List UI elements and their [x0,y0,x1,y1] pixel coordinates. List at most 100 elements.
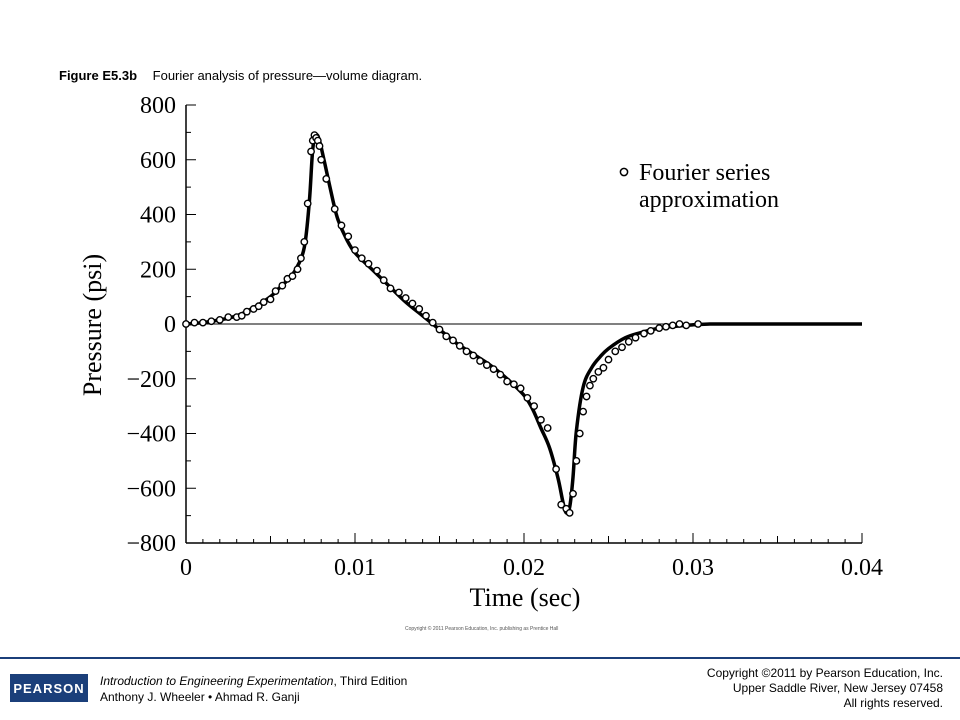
fourier-point [288,272,297,280]
fourier-point [455,341,464,350]
x-tick-label: 0 [180,555,192,581]
fourier-point [599,363,608,372]
book-authors: Anthony J. Wheeler • Ahmad R. Ganji [100,690,300,704]
fourier-point [675,320,684,328]
fourier-point [552,465,561,473]
fourier-point [523,394,532,402]
fourier-point [530,402,539,411]
fourier-point [442,332,451,341]
fourier-point [503,377,511,386]
y-tick-label: −800 [126,531,176,557]
fourier-point [489,365,498,374]
fourier-point [386,284,395,293]
fourier-point [537,415,545,424]
fourier-point [297,254,305,263]
pearson-logo: PEARSON [10,674,88,702]
fourier-point [586,381,594,390]
fourier-point [557,500,566,509]
footer-divider [0,657,960,659]
fourier-point [317,155,326,164]
fourier-point [462,347,471,356]
copyright-line-2: Upper Saddle River, New Jersey 07458 [732,681,943,695]
book-title: Introduction to Engineering Experimentat… [100,674,334,688]
fourier-point [476,357,484,365]
fourier-point [496,370,505,379]
copyright-block: Copyright ©2011 by Pearson Education, In… [707,666,943,711]
fourier-point [662,322,670,331]
fourier-point [415,305,424,313]
fourier-point [543,424,552,432]
y-tick-label: 400 [140,203,176,229]
legend-marker [619,167,629,177]
fourier-point [293,265,302,274]
fourier-point [604,355,613,364]
fourier-point [215,315,224,324]
fourier-point [242,307,251,316]
x-axis-title: Time (sec) [470,583,581,612]
fourier-point [379,276,388,285]
fourier-point [646,326,655,335]
y-tick-label: −400 [126,422,176,448]
fourier-point [190,318,199,327]
fourier-point [207,317,216,326]
fourier-point [694,320,702,328]
fourier-point [435,325,444,334]
copyright-line-3: All rights reserved. [843,696,943,710]
book-edition: , Third Edition [333,674,408,688]
fourier-point [182,320,190,328]
fourier-point [594,368,603,376]
fourier-point [278,281,287,290]
x-tick-label: 0.04 [841,555,883,581]
figure-label: Figure E5.3b [59,68,138,83]
book-title-line: Introduction to Engineering Experimentat… [100,673,407,689]
fourier-point [631,333,640,342]
y-tick-label: 600 [140,148,176,174]
x-tick-label: 0.01 [334,555,376,581]
fourier-point [640,329,648,338]
axes: −800 −600 −400 −200 0 200 400 600 800 0 0.01 0.02 0.… [126,93,883,581]
fourier-point [516,384,525,393]
fourier-point [682,321,691,330]
fourier-point [565,508,574,517]
fourier-point [364,259,373,268]
fourier-point [315,142,324,150]
fourier-point [357,254,366,263]
fourier-point [428,318,437,327]
fourier-point [254,302,263,311]
fourier-point [271,287,280,296]
copyright-line-1: Copyright ©2011 by Pearson Education, In… [706,666,943,680]
y-tick-label: 0 [164,312,176,338]
fourier-point [509,380,518,389]
fourier-point [449,336,457,345]
fourier-point [344,232,353,241]
fourier-point [655,324,664,333]
y-tick-label: 800 [140,93,176,119]
fourier-point [330,205,339,213]
fourier-point [259,298,268,306]
fourier-point [582,392,591,401]
y-tick-label: 200 [140,257,176,283]
fourier-point [351,246,359,254]
y-tick-label: −600 [126,476,176,502]
fourier-point [422,311,430,320]
fourier-point [408,299,417,308]
fourier-point [589,374,598,383]
fourier-point [307,147,315,156]
fourier-point [569,489,577,498]
fourier-point [237,311,246,320]
book-info: Introduction to Engineering Experimentat… [100,673,407,705]
fourier-point [266,295,275,304]
fourier-point [668,321,677,330]
x-tick-label: 0.03 [672,555,714,581]
fourier-point [575,429,584,438]
small-copyright-note: Copyright © 2011 Pearson Education, Inc.… [405,626,559,632]
legend-label: Fourier series [639,160,770,186]
fourier-point [469,351,478,360]
fourier-point [337,221,346,230]
fourier-point [572,456,581,465]
figure-title: Fourier analysis of pressure—volume diag… [152,68,423,83]
data-series [182,131,862,517]
fourier-point [395,288,403,297]
fourier-point [224,313,233,322]
